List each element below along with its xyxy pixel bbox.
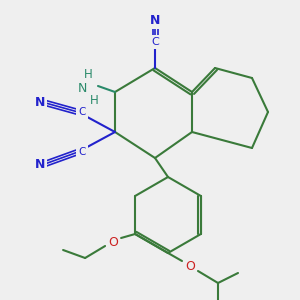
Text: N: N (35, 158, 45, 172)
Text: N: N (150, 14, 160, 26)
Text: O: O (185, 260, 195, 274)
Text: H: H (84, 68, 92, 80)
Text: N: N (35, 95, 45, 109)
Text: C: C (151, 37, 159, 47)
Text: H: H (90, 94, 98, 106)
Text: N: N (77, 82, 87, 94)
Text: C: C (78, 107, 86, 117)
Text: C: C (78, 147, 86, 157)
Text: O: O (108, 236, 118, 248)
